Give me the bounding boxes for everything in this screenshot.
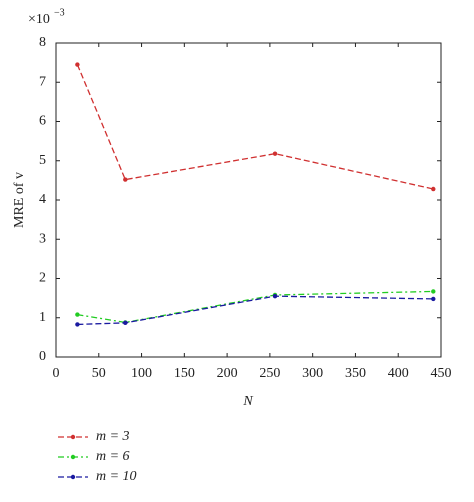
y-tick-label: 3 bbox=[39, 231, 46, 246]
legend-marker bbox=[70, 454, 76, 460]
y-tick-label: 4 bbox=[39, 192, 46, 207]
legend-marker bbox=[70, 434, 76, 440]
data-point bbox=[75, 312, 80, 317]
x-tick-label: 150 bbox=[174, 366, 195, 381]
y-tick-label: 6 bbox=[39, 114, 46, 129]
data-point bbox=[272, 293, 278, 299]
data-point bbox=[431, 186, 436, 192]
data-point bbox=[123, 320, 128, 326]
x-tick-label: 50 bbox=[92, 366, 106, 381]
data-point bbox=[431, 289, 436, 294]
y-tick-label: 2 bbox=[39, 271, 46, 286]
axis-multiplier-exponent: −3 bbox=[54, 7, 65, 18]
y-tick-label: 7 bbox=[39, 74, 46, 89]
axis-multiplier: ×10 bbox=[28, 12, 50, 27]
data-point bbox=[75, 322, 80, 327]
y-tick-label: 8 bbox=[39, 35, 46, 50]
data-point bbox=[272, 151, 278, 156]
series-line bbox=[77, 295, 434, 326]
y-axis-label: MRE of v bbox=[12, 172, 27, 228]
data-point bbox=[75, 62, 80, 67]
y-tick-label: 1 bbox=[39, 310, 46, 325]
x-tick-label: 100 bbox=[131, 366, 152, 381]
x-tick-label: 400 bbox=[388, 366, 409, 381]
series-line bbox=[77, 290, 434, 324]
x-tick-label: 200 bbox=[217, 366, 238, 381]
data-point bbox=[123, 177, 128, 182]
series-line bbox=[76, 64, 434, 190]
legend-label: m = 6 bbox=[96, 449, 130, 464]
x-tick-label: 300 bbox=[302, 366, 323, 381]
x-tick-label: 350 bbox=[345, 366, 366, 381]
y-tick-label: 0 bbox=[39, 349, 46, 364]
x-tick-label: 0 bbox=[53, 366, 60, 381]
x-tick-label: 250 bbox=[259, 366, 280, 381]
x-tick-label: 450 bbox=[431, 366, 452, 381]
x-axis-label: N bbox=[242, 394, 253, 409]
data-point bbox=[431, 296, 436, 302]
legend-label: m = 10 bbox=[96, 469, 137, 484]
legend-marker bbox=[70, 474, 76, 480]
plot-frame bbox=[55, 42, 442, 358]
y-tick-label: 5 bbox=[39, 153, 46, 168]
legend-label: m = 3 bbox=[96, 429, 130, 444]
